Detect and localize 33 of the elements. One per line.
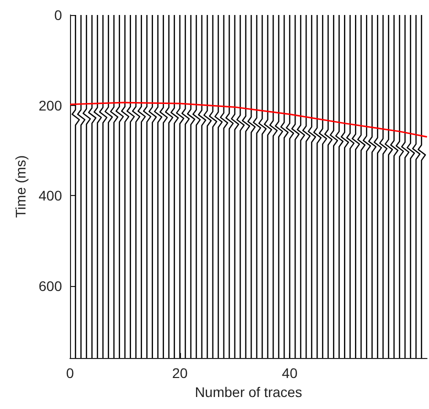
line-series	[164, 14, 174, 359]
y-tick-label: 0	[54, 7, 62, 23]
x-axis-title: Number of traces	[194, 384, 302, 400]
line-series	[176, 14, 184, 359]
line-series	[198, 14, 206, 359]
line-series	[116, 14, 124, 359]
y-tick-label: 200	[38, 97, 62, 114]
line-series	[186, 14, 196, 359]
line-series	[138, 14, 146, 359]
x-tick-label: 0	[66, 365, 74, 381]
line-series	[126, 14, 135, 359]
line-series	[142, 14, 152, 359]
line-series	[94, 14, 102, 359]
line-series	[170, 14, 179, 359]
line-series	[132, 14, 140, 359]
line-series	[148, 14, 157, 359]
line-series	[110, 14, 118, 359]
line-series	[77, 14, 86, 359]
line-series	[69, 102, 428, 138]
y-tick-label: 400	[38, 188, 62, 204]
line-series	[99, 14, 108, 359]
line-series	[121, 14, 130, 359]
x-tick-label: 20	[172, 365, 188, 381]
line-series	[181, 14, 190, 359]
line-series	[104, 14, 113, 359]
line-series	[154, 14, 162, 359]
line-series	[192, 14, 201, 359]
y-axis-title: Time (ms)	[12, 155, 29, 218]
line-series	[159, 14, 168, 359]
line-series	[88, 14, 96, 359]
line-series	[82, 14, 91, 359]
x-tick-label: 40	[282, 365, 298, 381]
y-tick-label: 600	[38, 278, 62, 294]
